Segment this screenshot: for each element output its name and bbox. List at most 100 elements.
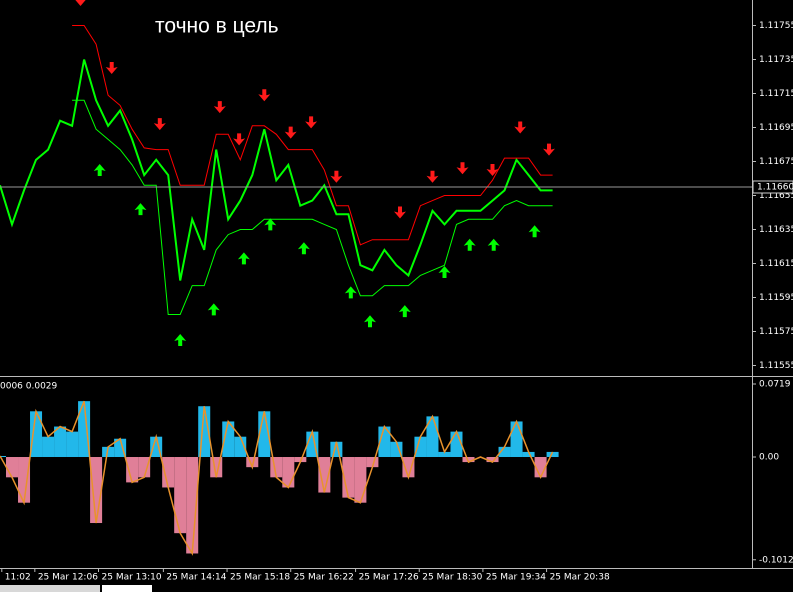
oscillator-bar [246,457,259,468]
sell-arrow [426,170,439,183]
x-tick-label: 25 Mar 16:22 [294,573,354,583]
sell-arrow [105,62,118,74]
buy-arrow [134,203,147,216]
oscillator-bar [438,451,451,458]
tab [102,585,152,592]
oscillator-bar [18,457,31,503]
buy-arrow [344,286,357,299]
y-tick-label: 1.11635 [759,225,793,235]
y-tick-label: 1.11675 [759,157,793,167]
x-tick-label: 11:02 [5,573,31,583]
oscillator-bar [510,421,523,458]
buy-arrow [264,218,277,231]
oscillator-bar [354,457,367,503]
sell-arrow [233,133,246,146]
oscillator-bar [486,457,499,463]
y-tick-label: 1.11715 [759,89,793,99]
sell-arrow [305,116,318,129]
x-tick-label: 25 Mar 12:06 [38,573,98,583]
oscillator-bar [294,457,307,463]
oscillator-bar [90,457,103,524]
buy-arrow [207,303,220,316]
last-price-box [752,180,793,194]
oscillator-bar [390,441,403,458]
price-line [72,25,553,246]
x-tick-label: 25 Mar 15:18 [230,573,290,583]
oscillator-bar [102,446,115,458]
last-price-label: 1.11660 [757,183,793,193]
oscillator-bar [414,436,427,458]
buy-arrow [438,266,451,278]
oscillator-bar [30,411,43,458]
sell-arrow [543,143,555,156]
oscillator-bar [402,457,415,478]
sell-arrow [394,206,406,219]
oscillator-bar [522,451,535,458]
oscillator-bar [342,457,355,498]
y-tick-label: 1.11595 [759,293,793,303]
x-tick-label: 25 Mar 19:34 [486,573,546,583]
y-tick-label: 0.00 [759,453,779,463]
oscillator-bar [366,457,379,468]
buy-arrow [463,238,476,251]
oscillator-bar [138,457,151,478]
oscillator-bar [54,426,67,458]
oscillator-bar [186,457,199,554]
sell-arrow [330,170,343,183]
sell-arrow [456,162,469,175]
oscillator-bar [0,455,7,458]
y-tick-label: 1.11575 [759,327,793,337]
oscillator-bar [126,457,139,483]
y-tick-label: 1.11555 [759,361,793,371]
price-line [0,59,553,281]
sell-arrow [153,118,166,131]
y-tick-label: 0.0719 [759,379,791,389]
oscillator-bar [498,446,511,458]
oscillator-bar [318,457,331,493]
oscillator-bar [462,457,475,463]
x-tick-label: 25 Mar 20:38 [550,573,610,583]
y-tick-label: 1.11695 [759,123,793,133]
y-tick-label: 1.11755 [759,21,793,31]
y-tick-label: 1.11735 [759,55,793,65]
oscillator-bar [78,401,91,458]
sell-arrow [284,126,297,139]
oscillator-bar [6,457,19,478]
buy-arrow [93,164,106,176]
sell-arrow [75,0,86,6]
y-tick-label: 1.11655 [759,191,793,201]
oscillator-bar [222,421,235,458]
oscillator-bar [546,451,559,458]
buy-arrow [237,252,250,265]
sell-arrow [486,164,499,176]
oscillator-bar [450,431,463,458]
tab [0,585,100,592]
oscillator-edge [0,400,554,556]
chart-title: точно в цель [155,15,279,38]
x-tick-label: 25 Mar 14:14 [166,573,226,583]
buy-arrow [487,238,500,251]
oscillator-bar [66,431,79,458]
buy-arrow [528,225,541,238]
y-tick-label: -0.1012 [759,555,793,565]
y-tick-label: 1.11615 [759,259,793,269]
sell-arrow [258,89,271,102]
price-line [72,99,553,315]
oscillator-bar [234,436,247,458]
indicator-label: 0006 0.0029 [0,382,58,392]
buy-arrow [297,242,310,255]
x-tick-label: 25 Mar 13:10 [102,573,162,583]
oscillator-bar [282,457,295,488]
oscillator-bar [174,457,187,534]
x-tick-label: 25 Mar 17:26 [359,573,419,583]
sell-arrow [213,101,226,114]
buy-arrow [174,334,187,346]
oscillator-bar [162,457,175,488]
oscillator-bar [42,436,55,458]
buy-arrow [364,315,376,328]
buy-arrow [398,305,411,318]
x-tick-label: 25 Mar 18:30 [422,573,482,583]
sell-arrow [514,121,527,134]
